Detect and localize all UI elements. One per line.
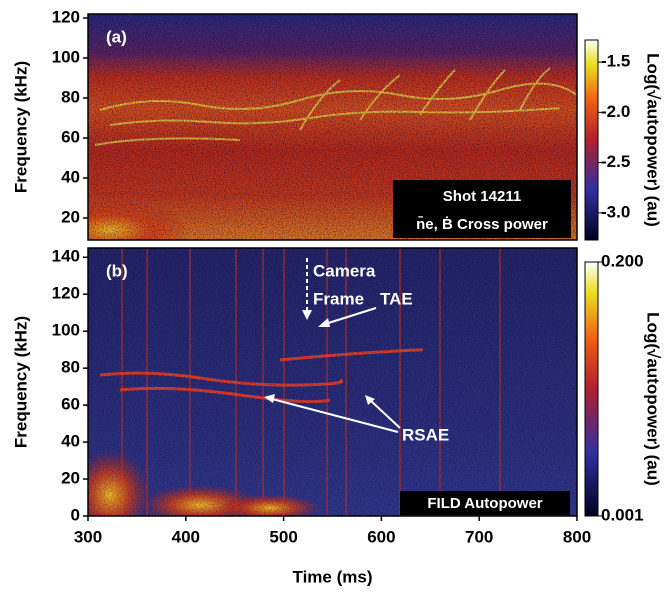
arrow bbox=[369, 399, 401, 429]
spectrogram-b bbox=[88, 248, 577, 516]
y-tick-label: 120 bbox=[52, 284, 80, 303]
colorbar-tick-label: -3.0 bbox=[601, 202, 630, 221]
colorbar-tick-label: 0.200 bbox=[601, 251, 644, 270]
plot-frame bbox=[87, 247, 578, 517]
colorbar-label: Log(√autopower) (au) bbox=[644, 53, 663, 227]
colorbar bbox=[584, 261, 599, 517]
x-tick-label: 700 bbox=[465, 527, 493, 546]
x-tick-label: 300 bbox=[74, 527, 102, 546]
arrow-head bbox=[318, 318, 330, 327]
y-tick-label: 100 bbox=[52, 47, 80, 66]
x-tick-label: 800 bbox=[563, 527, 591, 546]
arrow bbox=[271, 398, 399, 433]
x-axis-label: Time (ms) bbox=[293, 567, 373, 586]
annotation-box bbox=[400, 491, 570, 515]
spectrogram-a bbox=[88, 14, 577, 240]
y-tick-label: 0 bbox=[71, 505, 80, 524]
colorbar-label: Log(√autopower) (au) bbox=[644, 312, 663, 486]
arrow-head bbox=[302, 310, 312, 320]
y-axis-label: Frequency (kHz) bbox=[11, 316, 30, 448]
annotation: TAE bbox=[380, 289, 413, 308]
y-tick-label: 40 bbox=[61, 432, 80, 451]
panel-label: (b) bbox=[106, 261, 128, 280]
y-tick-label: 20 bbox=[61, 207, 80, 226]
arrow-head bbox=[264, 394, 275, 403]
x-tick-label: 600 bbox=[367, 527, 395, 546]
annotation: FILD Autopower bbox=[427, 495, 542, 512]
y-tick-label: 80 bbox=[61, 87, 80, 106]
panel-label: (a) bbox=[106, 27, 127, 46]
annotation: Frame bbox=[313, 289, 364, 308]
colorbar bbox=[584, 39, 599, 241]
colorbar-tick-label: 0.001 bbox=[601, 505, 644, 524]
colorbar-tick-label: -2.5 bbox=[601, 152, 630, 171]
y-tick-label: 40 bbox=[61, 167, 80, 186]
y-tick-label: 20 bbox=[61, 469, 80, 488]
colorbar-tick-label: -1.5 bbox=[601, 52, 630, 71]
y-tick-label: 100 bbox=[52, 321, 80, 340]
annotation: RSAE bbox=[402, 425, 449, 444]
y-tick-label: 140 bbox=[52, 247, 80, 266]
x-tick-label: 400 bbox=[172, 527, 200, 546]
y-tick-label: 80 bbox=[61, 358, 80, 377]
annotation: Shot 14211 bbox=[443, 188, 521, 205]
y-tick-label: 60 bbox=[61, 127, 80, 146]
plot-frame bbox=[87, 13, 578, 241]
annotation-box bbox=[393, 180, 571, 238]
colorbar-tick-label: -2.0 bbox=[601, 102, 630, 121]
y-axis-label: Frequency (kHz) bbox=[11, 61, 30, 193]
y-tick-label: 60 bbox=[61, 395, 80, 414]
arrow bbox=[321, 307, 377, 326]
x-tick-label: 500 bbox=[269, 527, 297, 546]
arrow-head bbox=[365, 395, 375, 405]
annotation: Camera bbox=[313, 261, 376, 280]
y-tick-label: 120 bbox=[52, 7, 80, 26]
annotation: n̄e, Ḃ Cross power bbox=[416, 215, 548, 233]
